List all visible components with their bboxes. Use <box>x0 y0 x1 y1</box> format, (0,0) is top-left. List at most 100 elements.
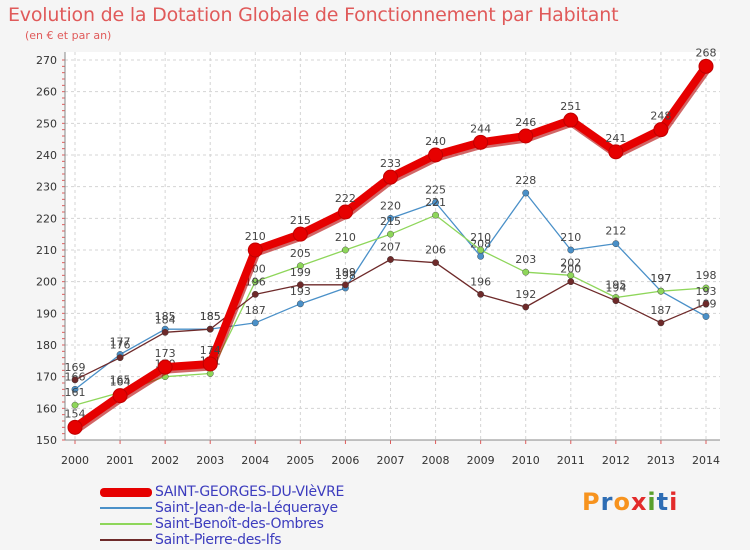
data-label: 161 <box>65 386 86 399</box>
data-label: 199 <box>290 266 311 279</box>
x-tick-label: 2011 <box>557 454 585 467</box>
x-tick-label: 2006 <box>331 454 359 467</box>
data-point <box>202 356 218 372</box>
logo-letter: P <box>582 488 601 516</box>
data-point <box>251 278 259 286</box>
data-point <box>251 290 259 298</box>
data-point <box>296 262 304 270</box>
x-tick-label: 2014 <box>692 454 720 467</box>
data-point <box>473 134 489 150</box>
data-point <box>71 401 79 409</box>
data-label: 200 <box>560 263 581 276</box>
data-label: 177 <box>110 336 131 349</box>
y-tick-label: 220 <box>36 212 57 225</box>
logo-letter: t <box>656 488 670 516</box>
data-point <box>387 256 394 263</box>
data-point <box>612 297 620 305</box>
data-label: 210 <box>335 231 356 244</box>
data-label: 212 <box>605 225 626 238</box>
data-label: 184 <box>155 313 176 326</box>
data-label: 176 <box>110 339 131 352</box>
data-label: 196 <box>470 275 491 288</box>
data-point <box>157 359 173 375</box>
data-point <box>71 385 79 393</box>
data-label: 194 <box>605 282 626 295</box>
x-tick-label: 2013 <box>647 454 675 467</box>
data-point <box>342 281 349 289</box>
legend-item: Saint-Benoît-des-Ombres <box>100 516 400 532</box>
data-point <box>161 328 169 336</box>
y-tick-label: 250 <box>36 117 57 130</box>
y-tick-label: 210 <box>36 244 57 257</box>
data-label: 246 <box>515 116 536 129</box>
data-label: 221 <box>425 196 446 209</box>
data-point <box>432 211 439 219</box>
data-point <box>387 214 394 222</box>
data-point <box>296 281 304 289</box>
data-label: 164 <box>110 376 131 389</box>
data-point <box>702 284 710 292</box>
data-label: 215 <box>380 215 401 228</box>
chart-title: Evolution de la Dotation Globale de Fonc… <box>8 4 619 26</box>
data-point <box>702 313 710 320</box>
data-label: 193 <box>290 285 311 298</box>
data-label: 185 <box>200 310 221 323</box>
data-label: 241 <box>605 132 626 145</box>
legend-swatch <box>100 487 152 497</box>
data-point <box>563 112 579 128</box>
legend-label: Saint-Jean-de-la-Léqueraye <box>155 500 338 516</box>
data-point <box>522 189 530 197</box>
series-main: 154 164 173 174 210 215 222 233 240 244 246 251 241 2… <box>65 46 717 435</box>
data-label: 174 <box>200 344 221 357</box>
plot-area <box>65 52 720 440</box>
chart-legend: SAINT-GEORGES-DU-VIèVRE Saint-Jean-de-la-… <box>100 484 400 548</box>
data-point <box>296 300 304 308</box>
data-label: 185 <box>155 310 176 323</box>
data-label: 197 <box>650 272 671 285</box>
legend-label: SAINT-GEORGES-DU-VIèVRE <box>155 484 345 500</box>
y-tick-label: 240 <box>36 149 57 162</box>
data-point <box>522 268 530 276</box>
data-label: 207 <box>380 241 401 254</box>
x-tick-label: 2002 <box>151 454 179 467</box>
data-label: 192 <box>515 288 536 301</box>
data-label: 210 <box>245 230 266 243</box>
data-label: 202 <box>560 256 581 269</box>
data-label: 205 <box>290 247 311 260</box>
data-label: 154 <box>65 407 86 420</box>
legend-swatch <box>100 507 152 509</box>
data-label: 165 <box>110 374 131 387</box>
data-point <box>518 128 534 144</box>
data-label: 198 <box>335 269 356 282</box>
data-label: 199 <box>335 266 356 279</box>
y-tick-label: 170 <box>36 371 57 384</box>
data-label: 206 <box>425 244 446 257</box>
data-point <box>251 319 259 327</box>
data-point <box>657 319 665 327</box>
data-point <box>698 58 714 74</box>
x-tick-label: 2005 <box>286 454 314 467</box>
data-label: 208 <box>470 237 491 250</box>
data-label: 198 <box>696 269 717 282</box>
data-label: 228 <box>515 174 536 187</box>
data-point <box>612 240 620 248</box>
x-tick-label: 2003 <box>196 454 224 467</box>
legend-swatch <box>100 523 152 525</box>
logo-letter: i <box>669 488 679 516</box>
data-label: 197 <box>650 272 671 285</box>
x-tick-label: 2001 <box>106 454 134 467</box>
data-point <box>432 259 439 267</box>
y-tick-label: 190 <box>36 307 57 320</box>
data-point <box>608 144 624 160</box>
x-tick-label: 2012 <box>602 454 630 467</box>
x-tick-label: 2004 <box>241 454 269 467</box>
data-point <box>702 300 710 308</box>
legend-item: Saint-Jean-de-la-Léqueraye <box>100 500 400 516</box>
y-tick-label: 150 <box>36 434 57 447</box>
y-tick-label: 180 <box>36 339 57 352</box>
data-point <box>337 204 353 220</box>
legend-label: Saint-Pierre-des-Ifs <box>155 532 282 548</box>
y-tick-label: 200 <box>36 276 57 289</box>
data-point <box>653 122 669 138</box>
